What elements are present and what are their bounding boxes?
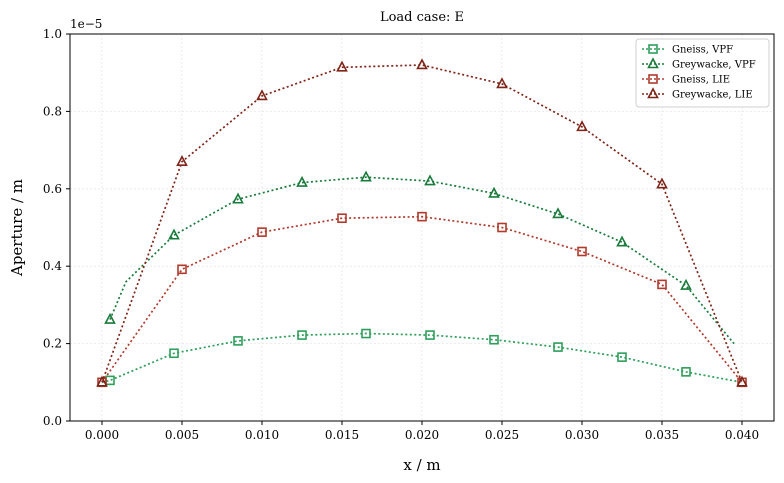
data-point (680, 278, 692, 290)
y-offset-label: 1e−5 (70, 17, 102, 31)
y-tick-label: 0.4 (43, 259, 62, 273)
x-tick-label: 0.015 (325, 428, 359, 442)
data-point (176, 155, 188, 167)
data-point (681, 367, 691, 377)
y-axis-label: Aperture / m (8, 179, 26, 277)
data-point (496, 77, 508, 89)
data-point (337, 213, 347, 224)
data-point (577, 246, 587, 257)
data-point (177, 264, 187, 275)
series-1 (104, 170, 735, 345)
data-point (96, 375, 108, 387)
data-point (552, 207, 564, 219)
data-point (553, 342, 563, 352)
data-point (297, 330, 307, 340)
y-tick-label: 0.0 (43, 414, 62, 428)
x-tick-label: 0.020 (405, 428, 439, 442)
data-point (736, 375, 748, 387)
data-point (424, 174, 436, 186)
data-point (488, 186, 500, 198)
series-0 (101, 328, 743, 386)
series-line (101, 215, 743, 383)
y-tick-label: 0.6 (43, 182, 62, 196)
data-point (257, 227, 267, 237)
y-tick-label: 0.2 (43, 337, 62, 351)
data-point (168, 228, 180, 240)
data-point (656, 177, 668, 189)
plot-series (96, 58, 748, 388)
x-tick-label: 0.025 (485, 428, 519, 442)
x-tick-label: 0.005 (165, 428, 199, 442)
series-3 (96, 58, 748, 387)
data-point (617, 352, 627, 362)
data-point (104, 312, 116, 324)
data-point (489, 334, 499, 345)
data-point (616, 235, 628, 247)
x-tick-label: 0.030 (565, 428, 599, 442)
data-point (657, 279, 667, 290)
data-point (296, 175, 308, 187)
legend-marker (648, 44, 658, 54)
data-point (576, 120, 588, 132)
data-point (361, 328, 371, 339)
legend-label: Greywacke, VPF (672, 60, 756, 71)
legend-label: Gneiss, VPF (672, 45, 733, 56)
x-axis-label: x / m (403, 456, 440, 474)
data-point (360, 170, 372, 182)
data-point (497, 222, 507, 233)
data-point (417, 211, 427, 222)
x-tick-label: 0.010 (245, 428, 279, 442)
series-line (109, 176, 735, 345)
data-point (416, 58, 428, 70)
x-axis: 0.000 0.005 0.010 0.015 0.020 0.025 0.030 0.035… (85, 421, 759, 442)
legend-marker (647, 87, 659, 99)
legend-box (635, 38, 770, 108)
legend-label: Gneiss, LIE (672, 75, 730, 86)
data-point (425, 330, 435, 340)
data-point (232, 192, 244, 204)
data-point (169, 348, 179, 359)
legend: Gneiss, VPF Greywacke, VPF Gneiss, LIE Grey… (635, 38, 770, 108)
chart-title: Load case: E (380, 10, 464, 25)
y-tick-label: 1.0 (43, 27, 62, 41)
data-point (233, 336, 243, 346)
series-line (101, 332, 743, 384)
y-axis: 0.0 0.2 0.4 0.6 0.8 1.0 (43, 27, 70, 428)
x-tick-label: 0.035 (645, 428, 679, 442)
legend-marker (647, 57, 659, 69)
data-point (256, 89, 268, 101)
x-tick-label: 0.000 (85, 428, 119, 442)
y-tick-label: 0.8 (43, 104, 62, 118)
legend-label: Greywacke, LIE (672, 90, 753, 101)
legend-marker (648, 74, 658, 84)
x-tick-label: 0.040 (725, 428, 759, 442)
data-point (336, 60, 348, 72)
